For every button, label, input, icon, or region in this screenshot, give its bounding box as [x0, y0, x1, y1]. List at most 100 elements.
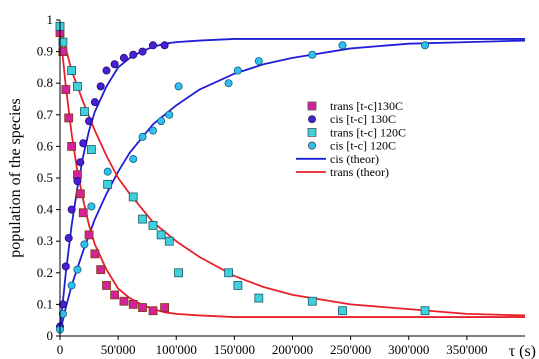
- plot-markers: [55, 21, 430, 334]
- data-point-circle: [73, 177, 82, 186]
- data-point-square: [84, 230, 94, 240]
- data-point-circle: [96, 82, 105, 91]
- data-point-circle: [85, 117, 94, 126]
- legend-label: cis [t-c] 120C: [330, 139, 396, 153]
- data-point-square: [138, 214, 147, 224]
- y-tick-label: 0.3: [37, 233, 53, 248]
- y-tick-label: 0.4: [37, 202, 54, 217]
- data-point-square: [67, 141, 77, 151]
- data-point-circle: [58, 309, 67, 318]
- data-point-circle: [119, 53, 128, 62]
- data-point-circle: [338, 41, 347, 50]
- data-point-circle: [160, 41, 169, 50]
- data-point-circle: [224, 79, 233, 88]
- data-point-square: [254, 293, 264, 303]
- data-point-square: [90, 249, 100, 259]
- data-point-square: [338, 306, 347, 316]
- y-tick-label: 0.7: [37, 107, 54, 122]
- data-point-square: [307, 296, 317, 306]
- series-line: [59, 39, 526, 334]
- y-tick-label: 1: [47, 12, 54, 27]
- data-point-square: [233, 281, 243, 290]
- series-line: [59, 26, 525, 318]
- x-tick-label: 150'000: [214, 342, 255, 357]
- data-point-circle: [254, 57, 263, 66]
- data-point-square: [73, 81, 82, 91]
- x-tick-label: 100'000: [156, 342, 197, 357]
- data-point-square: [64, 113, 74, 123]
- data-point-circle: [61, 262, 70, 271]
- data-point-circle: [129, 50, 138, 59]
- data-point-circle: [138, 47, 147, 56]
- data-point-circle: [76, 158, 85, 167]
- data-point-circle: [110, 60, 119, 69]
- data-point-square: [164, 236, 174, 246]
- data-point-circle: [64, 234, 73, 243]
- data-point-circle: [67, 205, 76, 214]
- data-point-square: [128, 192, 138, 202]
- data-point-square: [224, 268, 233, 278]
- data-point-square: [160, 303, 170, 312]
- data-point-square: [174, 268, 183, 278]
- y-ticks: 0 0.1 0.2 0.3 0.4 0.5 0.6 0.7 0.8 0.9 1: [37, 12, 60, 343]
- data-point-square: [86, 145, 96, 154]
- x-tick-label: 300'000: [388, 342, 429, 357]
- data-point-square: [102, 281, 111, 290]
- data-point-square: [67, 66, 77, 75]
- data-point-circle: [308, 50, 317, 59]
- y-tick-label: 0.9: [37, 44, 53, 59]
- data-point-square: [61, 85, 71, 94]
- x-tick-label: 250'000: [330, 342, 371, 357]
- data-point-square: [138, 303, 147, 312]
- y-tick-label: 0.1: [37, 296, 53, 311]
- data-point-square: [58, 37, 68, 47]
- data-point-circle: [165, 110, 174, 119]
- legend-symbol-square: [307, 127, 317, 137]
- series-line: [59, 38, 525, 330]
- data-point-square: [119, 296, 129, 306]
- y-tick-label: 0.8: [37, 75, 53, 90]
- y-tick-label: 0.2: [37, 265, 53, 280]
- x-tick-label: 50'000: [101, 342, 136, 357]
- legend-symbol-circle: [307, 141, 316, 150]
- data-point-circle: [87, 202, 96, 211]
- data-point-circle: [102, 66, 111, 75]
- y-tick-label: 0: [47, 328, 54, 343]
- data-point-circle: [79, 139, 88, 148]
- y-axis-title: population of the species: [7, 98, 24, 258]
- data-point-square: [128, 299, 138, 309]
- data-point-circle: [148, 41, 157, 50]
- data-point-circle: [138, 132, 147, 141]
- data-point-square: [96, 265, 106, 275]
- data-point-circle: [129, 155, 138, 164]
- data-point-circle: [174, 82, 183, 91]
- legend-label: trans [t-c] 120C: [330, 125, 406, 139]
- data-point-square: [110, 290, 120, 300]
- data-point-square: [420, 306, 430, 316]
- legend-label: trans [t-c]130C: [330, 99, 403, 113]
- data-point-circle: [90, 98, 99, 107]
- legend-label: cis (theor): [330, 152, 379, 166]
- data-point-circle: [67, 281, 76, 290]
- data-point-circle: [73, 265, 82, 274]
- data-point-square: [148, 220, 158, 230]
- x-tick-label: 0: [57, 342, 64, 357]
- data-point-square: [156, 230, 166, 240]
- x-tick-label: 200'000: [272, 342, 313, 357]
- data-point-square: [78, 208, 88, 218]
- data-point-circle: [148, 126, 157, 135]
- y-tick-label: 0.5: [37, 170, 53, 185]
- legend-label: cis [t-c] 130C: [330, 112, 396, 126]
- legend-symbol-square: [307, 101, 317, 111]
- y-tick-label: 0.6: [37, 138, 54, 153]
- data-point-circle: [103, 167, 112, 176]
- data-point-circle: [421, 41, 430, 50]
- x-ticks: 0 50'000 100'000 150'000 200'000 250'000 300'0…: [57, 336, 488, 357]
- data-point-square: [148, 306, 158, 316]
- data-point-circle: [157, 117, 166, 126]
- data-point-square: [80, 107, 89, 117]
- legend-symbol-circle: [307, 115, 316, 124]
